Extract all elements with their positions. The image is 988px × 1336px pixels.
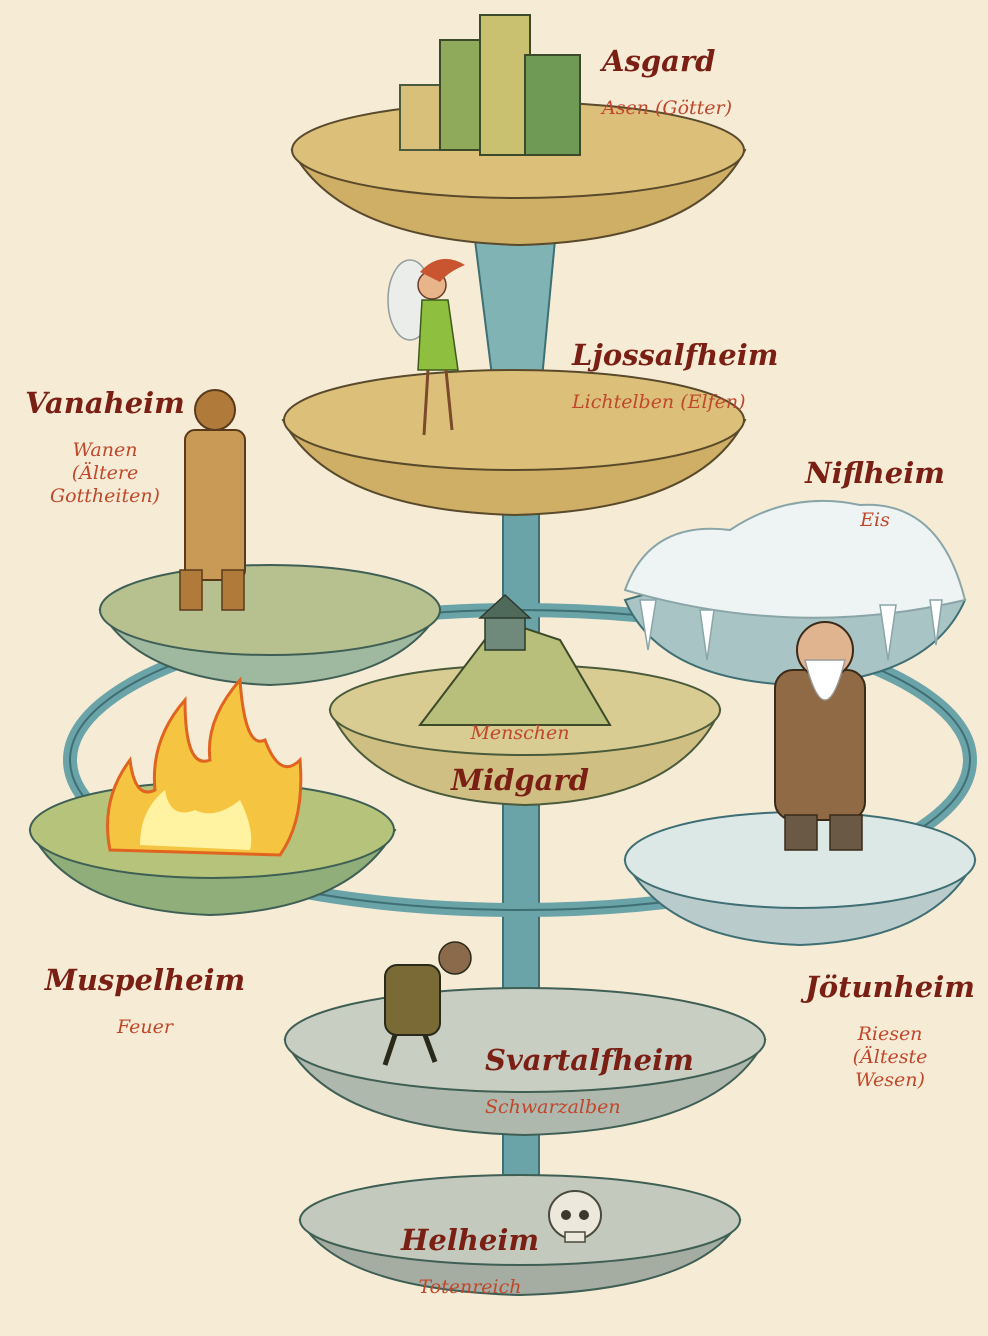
vanaheim-label: Vanaheim Wanen (Ältere Gottheiten) [10, 368, 200, 527]
jotunheim-label: Jötunheim Riesen (Älteste Wesen) [800, 952, 980, 1111]
ljossalfheim-desc: Lichtelben (Elfen) [572, 391, 746, 414]
muspelheim-name: Muspelheim [44, 963, 246, 997]
jotunheim-desc: Riesen (Älteste Wesen) [852, 1023, 928, 1091]
niflheim-label: Niflheim Eis [790, 438, 960, 551]
asgard-desc: Asen (Götter) [602, 97, 733, 120]
asgard-name: Asgard [602, 44, 716, 78]
ljossalfheim-label: Ljossalfheim Lichtelben (Elfen) [572, 320, 778, 433]
dark-elf-figure-icon [382, 941, 472, 1066]
helheim-disc [298, 1174, 742, 1297]
vanaheim-name: Vanaheim [25, 386, 185, 420]
ljossalfheim-name: Ljossalfheim [572, 338, 779, 372]
midgard-desc: Menschen [470, 722, 570, 744]
svartalfheim-desc: Schwarzalben [485, 1096, 621, 1119]
asgard-label: Asgard Asen (Götter) [602, 26, 732, 139]
jotunheim-name: Jötunheim [805, 970, 975, 1004]
helheim-label: Helheim Totenreich [395, 1205, 545, 1318]
muspelheim-desc: Feuer [117, 1016, 173, 1039]
jotunheim-disc [623, 811, 977, 947]
skull-icon [548, 1190, 602, 1243]
helheim-name: Helheim [400, 1223, 540, 1257]
elf-figure-icon [387, 258, 465, 436]
giant-figure-icon [774, 621, 866, 851]
castle-icon [399, 14, 581, 156]
muspelheim-label: Muspelheim Feuer [40, 945, 250, 1058]
icicles-icon [639, 599, 943, 661]
mountain-house-icon [417, 593, 612, 726]
midgard-label: Menschen Midgard [420, 703, 620, 816]
niflheim-name: Niflheim [805, 456, 945, 490]
midgard-name: Midgard [450, 762, 590, 797]
ljossalfheim-disc [281, 369, 747, 517]
vanaheim-desc: Wanen (Ältere Gottheiten) [50, 439, 160, 507]
vanir-figure-icon [179, 389, 246, 611]
fire-icon [106, 676, 303, 857]
helheim-desc: Totenreich [418, 1276, 522, 1299]
niflheim-disc [623, 499, 967, 687]
svartalfheim-name: Svartalfheim [485, 1043, 694, 1077]
niflheim-desc: Eis [860, 509, 890, 532]
svartalfheim-label: Svartalfheim Schwarzalben [485, 1025, 694, 1138]
